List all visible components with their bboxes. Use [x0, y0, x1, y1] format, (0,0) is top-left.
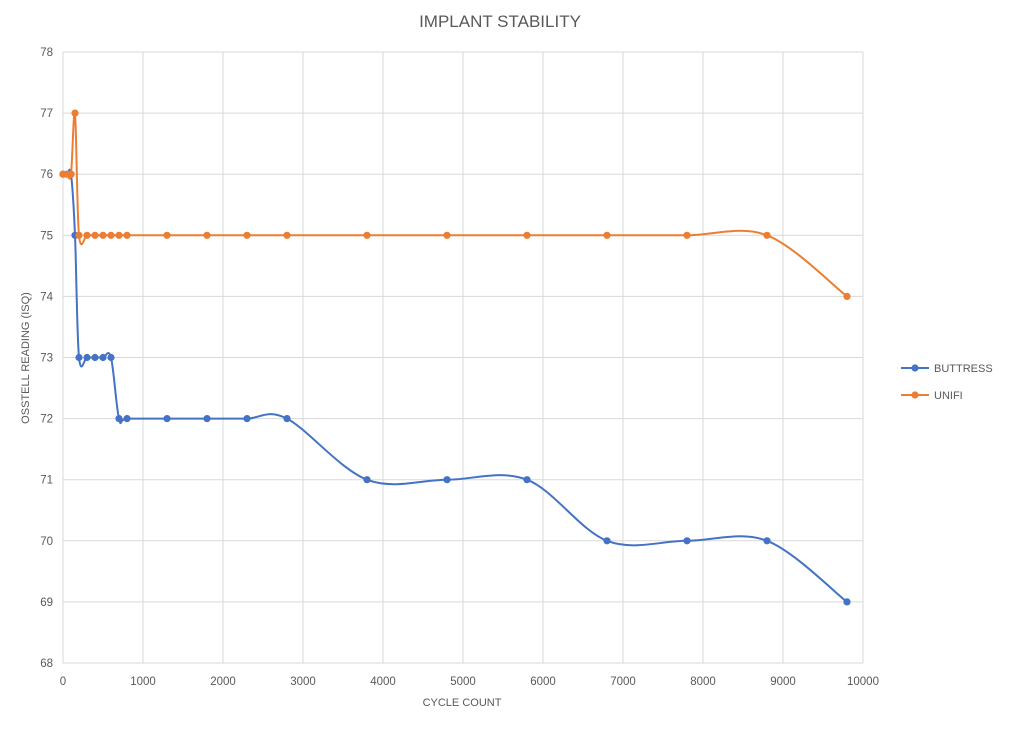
data-point-buttress [283, 415, 291, 423]
legend: BUTTRESS UNIFI [901, 363, 993, 402]
data-point-buttress [443, 476, 451, 484]
series-layer [59, 109, 851, 606]
x-tick-label: 2000 [210, 676, 236, 688]
data-point-unifi [363, 231, 371, 239]
y-tick-label: 77 [40, 108, 53, 120]
data-point-buttress [683, 537, 691, 545]
data-point-buttress [523, 476, 531, 484]
legend-label-buttress: BUTTRESS [934, 363, 993, 375]
y-tick-label: 70 [40, 536, 53, 548]
y-tick-label: 71 [40, 475, 53, 487]
y-tick-label: 73 [40, 353, 53, 365]
x-tick-label: 6000 [530, 676, 556, 688]
legend-label-unifi: UNIFI [934, 390, 963, 402]
x-axis-label: CYCLE COUNT [423, 697, 502, 709]
data-point-buttress [91, 353, 99, 362]
data-point-unifi [107, 231, 115, 239]
y-tick-label: 69 [40, 597, 53, 609]
y-axis-label: OSSTELL READING (ISQ) [20, 292, 32, 424]
data-point-unifi [99, 231, 107, 239]
data-point-buttress [163, 415, 171, 423]
y-tick-label: 72 [40, 414, 53, 426]
data-point-unifi [75, 231, 83, 239]
data-point-unifi [283, 231, 291, 239]
grid [62, 51, 864, 664]
x-tick-label: 8000 [690, 676, 716, 688]
y-tick-label: 78 [40, 47, 53, 59]
data-point-unifi [83, 231, 91, 239]
y-tick-label: 76 [40, 169, 53, 181]
legend-marker-unifi [911, 391, 919, 399]
y-tick-label: 75 [40, 230, 53, 242]
data-point-unifi [763, 231, 771, 239]
data-point-unifi [67, 170, 75, 178]
legend-item-unifi: UNIFI [901, 390, 963, 402]
chart-title: IMPLANT STABILITY [419, 12, 581, 31]
data-point-unifi [115, 231, 123, 239]
data-point-buttress [83, 353, 91, 362]
data-point-unifi [91, 231, 99, 239]
data-point-buttress [843, 598, 851, 606]
x-tick-label: 0 [60, 676, 66, 688]
data-point-unifi [523, 231, 531, 239]
x-tick-label: 9000 [770, 676, 796, 688]
tick-labels: 68 69 70 71 72 73 74 75 76 77 78 0 1000 2000 3000 4000 5… [40, 47, 879, 688]
data-point-unifi [123, 231, 131, 239]
data-point-buttress [363, 476, 371, 484]
x-tick-label: 1000 [130, 676, 156, 688]
data-point-unifi [203, 231, 211, 239]
data-point-buttress [203, 415, 211, 423]
data-point-unifi [443, 231, 451, 239]
data-point-buttress [115, 415, 123, 423]
data-point-buttress [75, 353, 83, 362]
legend-marker-buttress [911, 364, 919, 372]
x-tick-label: 5000 [450, 676, 476, 688]
data-point-buttress [603, 537, 611, 545]
data-point-unifi [603, 231, 611, 239]
data-point-buttress [243, 415, 251, 423]
series-line-unifi [63, 111, 848, 298]
data-point-unifi [243, 231, 251, 239]
y-tick-label: 74 [40, 291, 53, 303]
data-point-buttress [107, 353, 115, 362]
legend-item-buttress: BUTTRESS [901, 363, 993, 375]
data-point-unifi [843, 292, 851, 300]
data-point-buttress [123, 415, 131, 423]
x-tick-label: 7000 [610, 676, 636, 688]
data-point-unifi [163, 231, 171, 239]
data-point-buttress [763, 537, 771, 545]
x-tick-label: 10000 [847, 676, 879, 688]
x-tick-label: 4000 [370, 676, 396, 688]
series-unifi [59, 109, 851, 300]
data-point-unifi [683, 231, 691, 239]
data-point-unifi [71, 109, 79, 117]
y-tick-label: 68 [40, 658, 53, 670]
data-point-buttress [99, 353, 107, 362]
x-tick-label: 3000 [290, 676, 316, 688]
